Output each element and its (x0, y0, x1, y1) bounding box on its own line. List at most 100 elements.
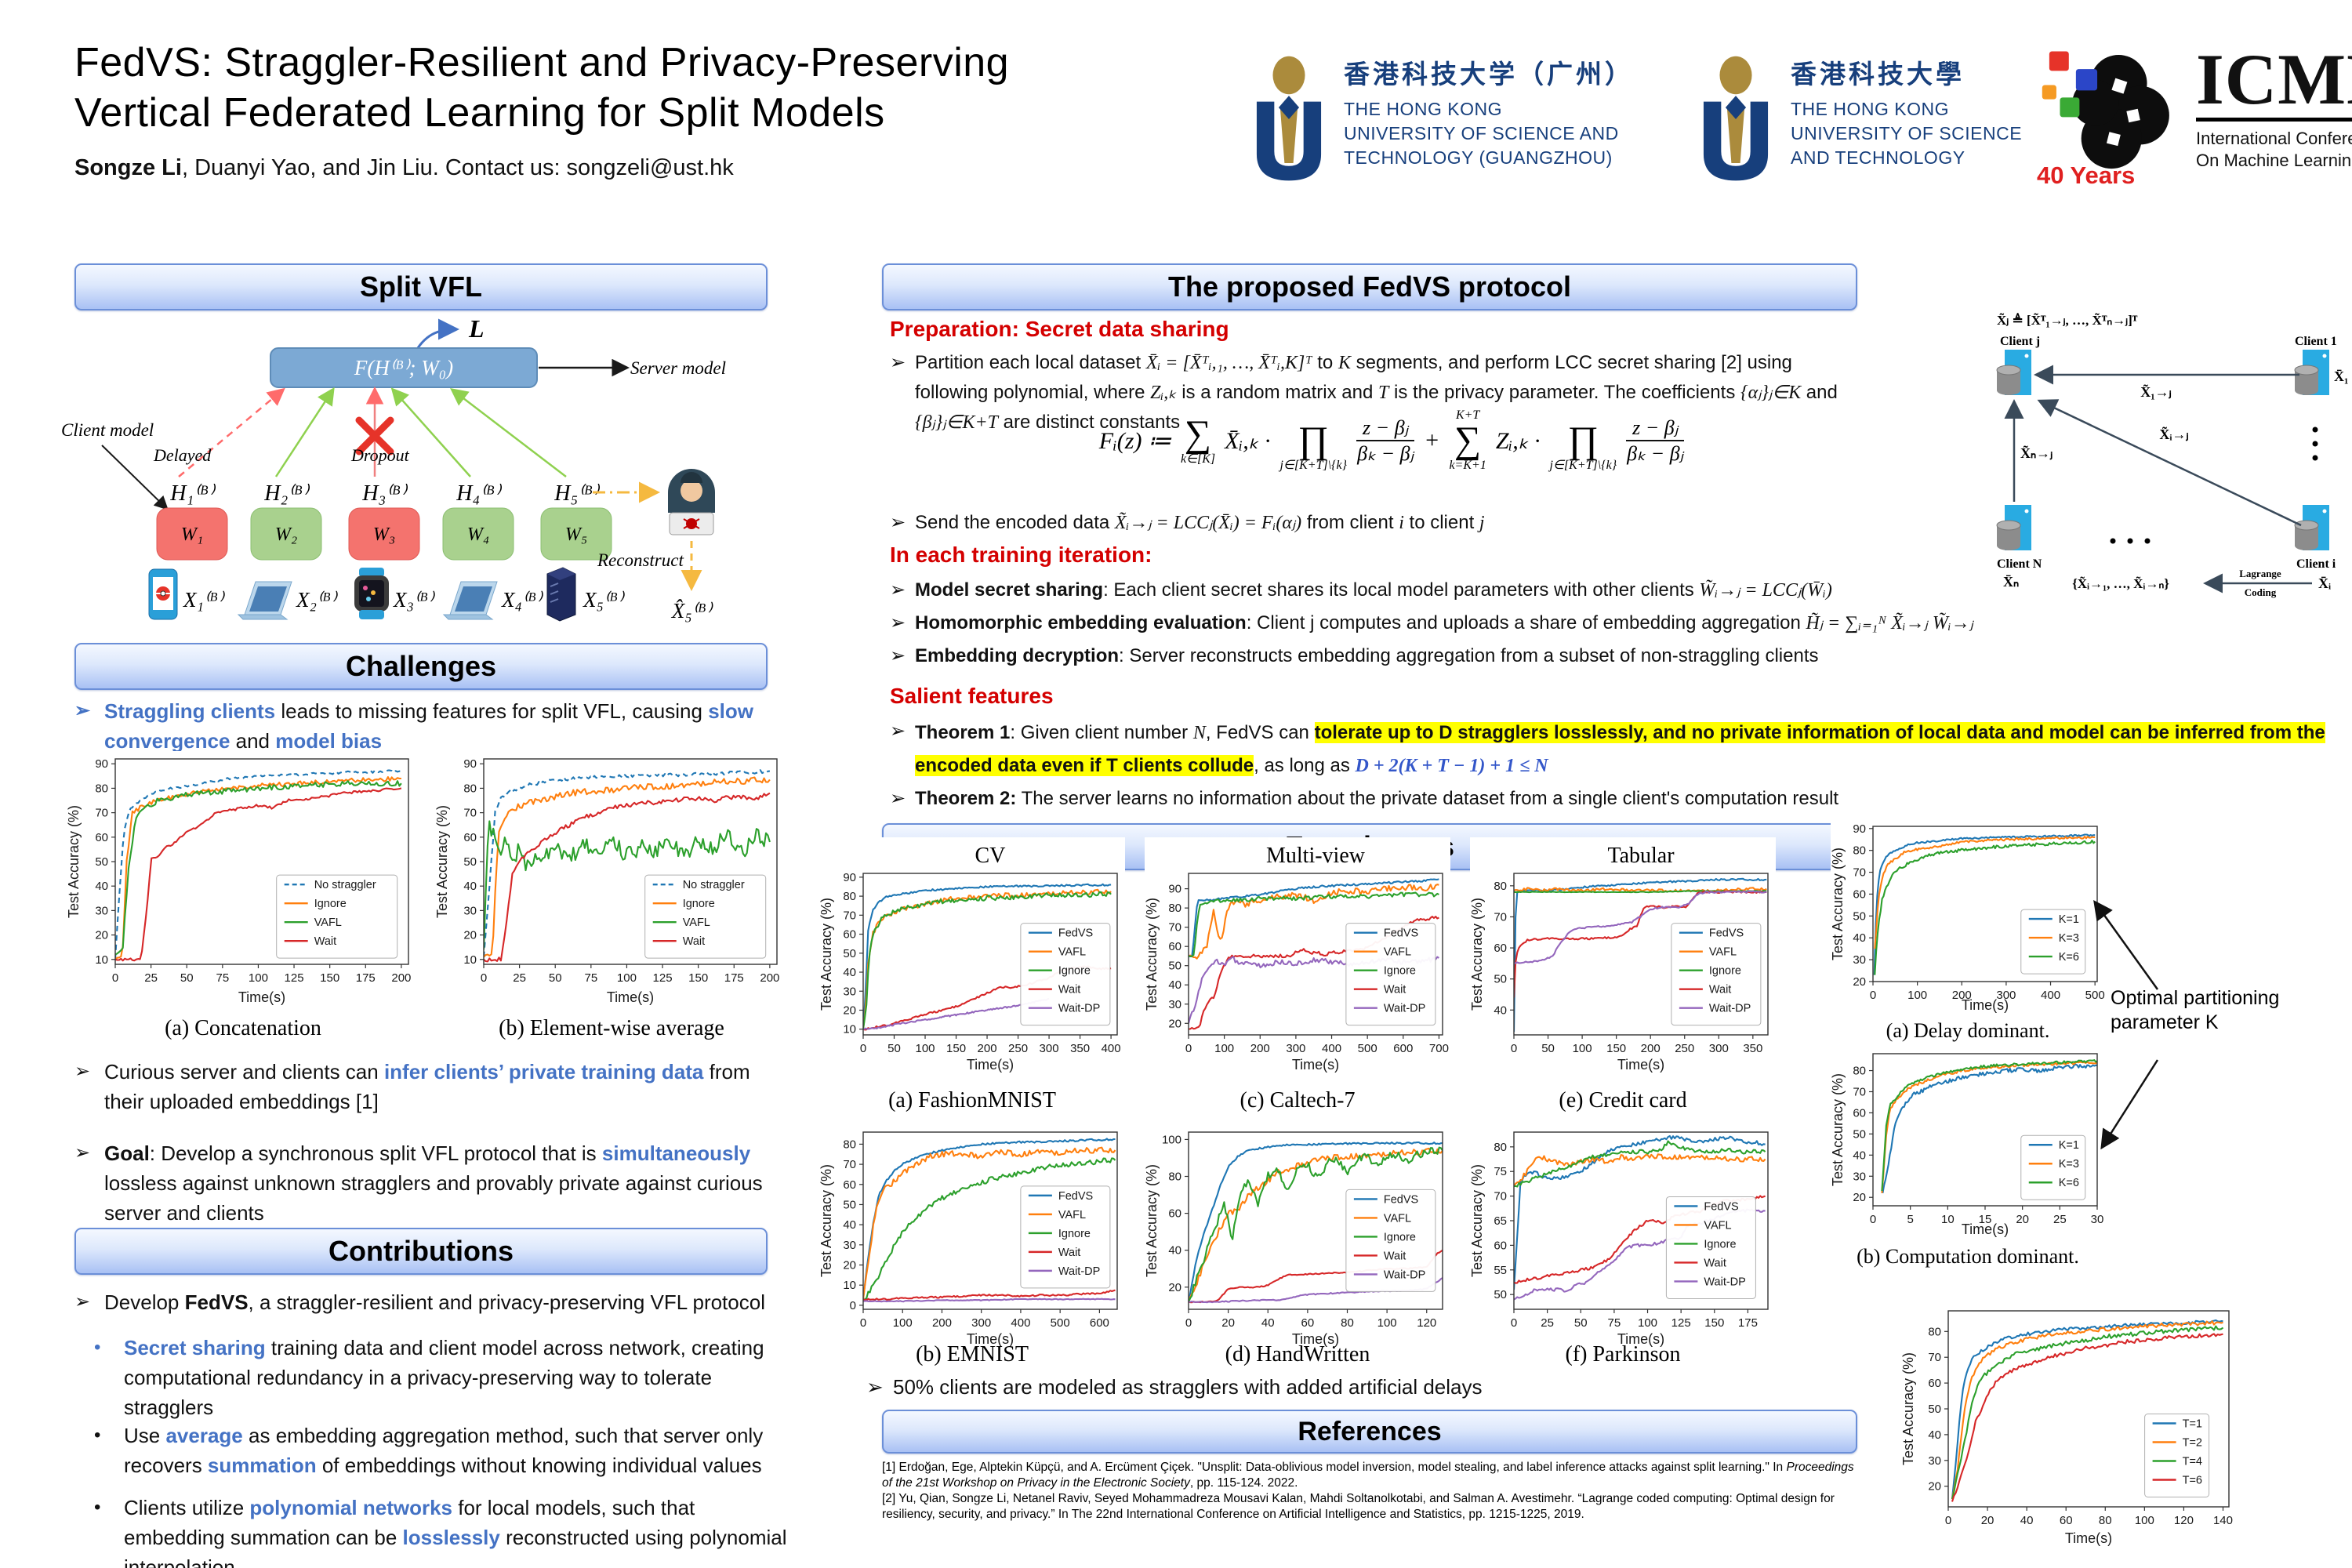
svg-text:120: 120 (2174, 1514, 2194, 1527)
dot-bullet: • (94, 1425, 101, 1446)
client-model-box-3 (348, 507, 420, 561)
svg-text:70: 70 (1494, 1190, 1507, 1203)
svg-text:60: 60 (1853, 887, 1866, 901)
svg-text:FedVS: FedVS (1058, 1190, 1093, 1203)
svg-text:125: 125 (1671, 1316, 1691, 1330)
data-label-1: X₁⁽ᴮ⁾ (183, 588, 225, 612)
svg-text:K=6: K=6 (2059, 1177, 2079, 1189)
svg-text:0: 0 (1945, 1514, 1951, 1527)
svg-text:40: 40 (1168, 1244, 1181, 1258)
svg-text:40: 40 (463, 880, 477, 893)
split-vfl-title: Split VFL (360, 270, 482, 303)
svg-text:VAFL: VAFL (1058, 1209, 1086, 1221)
client-1-data-label: X̄₁ (2334, 368, 2348, 384)
caption-fashionmnist: (a) FashionMNIST (888, 1088, 1056, 1112)
svg-text:FedVS: FedVS (1384, 927, 1418, 940)
server-tower-icon (546, 567, 576, 622)
svg-text:80: 80 (95, 782, 108, 795)
svg-text:20: 20 (1221, 1316, 1235, 1330)
svg-text:350: 350 (1743, 1042, 1762, 1055)
coded-dataset-formula: X̃ⱼ ≜ [X̃ᵀ₁→ⱼ, …, X̃ᵀₙ→ⱼ]ᵀ (1997, 312, 2138, 328)
svg-text:300: 300 (1996, 989, 2016, 1002)
svg-text:Test Accuracy (%): Test Accuracy (%) (67, 805, 82, 918)
svg-text:40: 40 (843, 1218, 856, 1232)
client-model-box-5 (540, 507, 612, 561)
contributions-title: Contributions (328, 1235, 514, 1267)
chart-emnist: 0 100 200 300 400 500 600 0 10 20 30 40 50 60 70 80 Time… (818, 1123, 1125, 1356)
svg-text:Ignore: Ignore (1709, 965, 1741, 978)
client-n-label: Client N (1997, 557, 2042, 571)
svg-text:70: 70 (1494, 910, 1507, 924)
data-label-3: X₃⁽ᴮ⁾ (393, 588, 435, 612)
svg-text:0: 0 (860, 1042, 866, 1055)
svg-text:20: 20 (1853, 975, 1866, 989)
chart-delay-dominant: 0 100 200 300 400 500 20 30 40 50 60 70 80 90 Time(s) T… (1830, 820, 2105, 1022)
section-header-challenges: Challenges (74, 643, 768, 690)
svg-text:350: 350 (1070, 1042, 1090, 1055)
contributions-bullet-3-text: Use average as embedding aggregation met… (124, 1424, 764, 1477)
svg-text:60: 60 (1494, 1239, 1507, 1252)
coded-shares-set: {X̃ᵢ→₁, …, X̃ᵢ→ₙ} (2072, 575, 2169, 591)
svg-text:50: 50 (1853, 1127, 1866, 1141)
svg-text:10: 10 (843, 1023, 856, 1036)
svg-text:90: 90 (843, 871, 856, 884)
arrow-bullet: ➢ (890, 612, 906, 633)
svg-text:175: 175 (356, 971, 376, 985)
data-label-5: X₅⁽ᴮ⁾ (583, 588, 625, 612)
arrow-bullet: ➢ (890, 512, 906, 533)
svg-text:500: 500 (2085, 989, 2105, 1002)
svg-text:500: 500 (1051, 1316, 1070, 1330)
lagrange-label-top: Lagrange (2239, 568, 2281, 579)
svg-text:60: 60 (1168, 1207, 1181, 1221)
svg-text:CV: CV (975, 844, 1006, 868)
svg-text:Ignore: Ignore (314, 898, 347, 910)
svg-text:30: 30 (1928, 1454, 1941, 1468)
svg-text:Time(s): Time(s) (1962, 997, 2009, 1013)
icml-name: ICML (2196, 43, 2352, 122)
svg-text:20: 20 (2016, 1213, 2029, 1226)
svg-text:Time(s): Time(s) (1962, 1221, 2009, 1237)
split-vfl-diagram: L F(H⁽ᴮ⁾; W₀) Server model Client model … (61, 314, 726, 622)
svg-text:Multi-view: Multi-view (1266, 844, 1366, 868)
section-header-contributions: Contributions (74, 1228, 768, 1275)
svg-text:150: 150 (688, 971, 708, 985)
svg-text:40: 40 (1168, 978, 1181, 992)
caption-caltech7: (c) Caltech-7 (1240, 1088, 1356, 1112)
svg-text:Wait: Wait (1709, 984, 1731, 996)
experiments-note-text: 50% clients are modeled as stragglers wi… (893, 1375, 1483, 1399)
svg-text:70: 70 (1928, 1351, 1941, 1364)
contributions-bullet-4-text: Clients utilize polynomial networks for … (124, 1496, 787, 1568)
iteration-heading: In each training iteration: (890, 543, 1152, 567)
svg-text:25: 25 (144, 971, 158, 985)
svg-text:30: 30 (463, 904, 477, 917)
hkust-en-1: THE HONG KONG (1791, 99, 1950, 119)
icml-subtitle-1: International Conference (2196, 129, 2352, 148)
svg-text:T=1: T=1 (2183, 1418, 2202, 1431)
upload-arrow-5 (450, 387, 567, 477)
svg-text:VAFL: VAFL (1704, 1219, 1731, 1232)
svg-text:40: 40 (1494, 1004, 1507, 1017)
svg-text:55: 55 (1494, 1264, 1507, 1277)
client-model-box-4 (442, 507, 514, 561)
svg-text:150: 150 (1606, 1042, 1626, 1055)
svg-text:Ignore: Ignore (1058, 965, 1091, 978)
share-label-n-to-j: X̃ₙ→ⱼ (2020, 445, 2053, 461)
formula-sum-2: K+T ∑ k=K+1 (1449, 408, 1486, 472)
svg-text:200: 200 (978, 1042, 997, 1055)
svg-text:75: 75 (216, 971, 229, 985)
server-model-box (270, 347, 538, 388)
svg-text:Test Accuracy (%): Test Accuracy (%) (1831, 848, 1846, 960)
lcc-polynomial-formula: Fᵢ(z) ≔ ∑ k∈[K] X̄ᵢ,ₖ · ∏ j∈[K+T]\{k} z … (941, 409, 1842, 472)
svg-text:40: 40 (1853, 931, 1866, 945)
svg-text:90: 90 (95, 757, 108, 771)
svg-text:Time(s): Time(s) (238, 989, 285, 1005)
svg-text:120: 120 (1417, 1316, 1436, 1330)
vertical-ellipsis (2312, 426, 2318, 461)
svg-text:200: 200 (1250, 1042, 1270, 1055)
dropout-x-icon (355, 416, 394, 456)
svg-text:15: 15 (1979, 1213, 1992, 1226)
svg-text:250: 250 (1008, 1042, 1028, 1055)
svg-text:Test Accuracy (%): Test Accuracy (%) (819, 898, 834, 1011)
hkust-gz-cn-name: 香港科技大学（广州） (1344, 60, 1634, 89)
